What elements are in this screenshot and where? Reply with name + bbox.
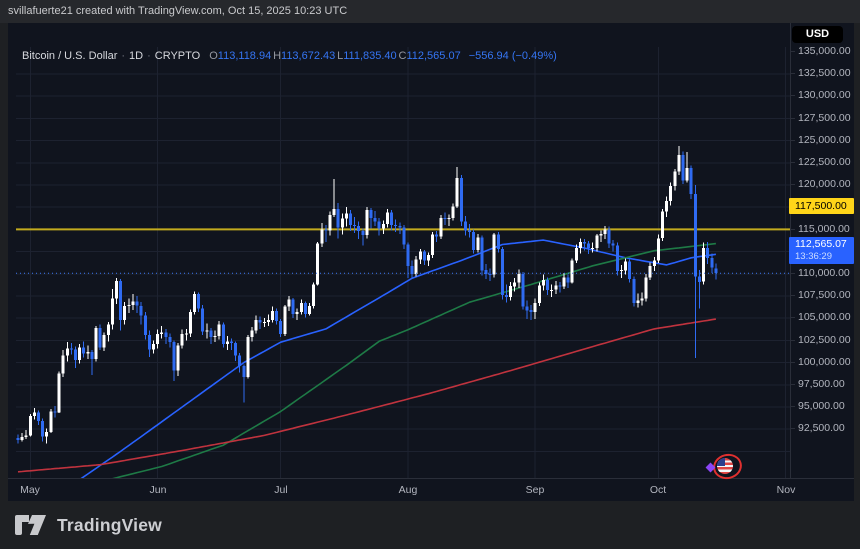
price-tick-mark bbox=[791, 95, 795, 96]
exchange-label: CRYPTO bbox=[154, 50, 201, 62]
last-price-label: 112,565.07 13:36:29 bbox=[789, 237, 854, 264]
price-tick-label: 110,000.00 bbox=[798, 267, 850, 279]
price-tick-label: 127,500.00 bbox=[798, 112, 851, 124]
price-tick-label: 107,500.00 bbox=[798, 289, 851, 301]
price-tick-label: 135,000.00 bbox=[798, 45, 851, 57]
high-value: 113,672.43 bbox=[281, 50, 336, 62]
price-tick-mark bbox=[791, 384, 795, 385]
time-tick-label-may: May bbox=[20, 484, 40, 496]
price-tick-label: 130,000.00 bbox=[798, 89, 851, 101]
flag-canton bbox=[717, 458, 725, 466]
price-tick-mark bbox=[791, 162, 795, 163]
close-value: 112,565.07 bbox=[406, 50, 461, 62]
bar-countdown: 13:36:29 bbox=[795, 251, 832, 262]
open-value: 113,118.94 bbox=[217, 50, 272, 62]
last-price-value: 112,565.07 bbox=[795, 238, 847, 250]
time-tick-label-jul: Jul bbox=[274, 484, 288, 496]
price-tick-label: 115,000.00 bbox=[798, 223, 850, 235]
change-value: −556.94 (−0.49%) bbox=[468, 50, 557, 62]
price-tick-mark bbox=[791, 295, 795, 296]
price-tick-mark bbox=[791, 362, 795, 363]
price-tick-mark bbox=[791, 317, 795, 318]
low-label: L bbox=[337, 50, 344, 62]
time-tick-label-oct: Oct bbox=[649, 484, 667, 496]
time-tick-label-aug: Aug bbox=[398, 484, 418, 496]
us-flag-circled-sticker[interactable] bbox=[705, 450, 745, 483]
candlestick-pane[interactable] bbox=[16, 47, 798, 501]
price-tick-label: 120,000.00 bbox=[798, 178, 851, 190]
price-tick-label: 125,000.00 bbox=[798, 134, 851, 146]
price-tick-label: 92,500.00 bbox=[798, 422, 845, 434]
time-tick-label-jun: Jun bbox=[149, 484, 167, 496]
legend-separator: · bbox=[147, 50, 151, 62]
open-label: O bbox=[209, 50, 218, 62]
price-tick-mark bbox=[791, 118, 795, 119]
us-flag-icon bbox=[717, 458, 733, 474]
attribution-text: svillafuerte21 created with TradingView.… bbox=[8, 5, 348, 17]
price-tick-mark bbox=[791, 51, 795, 52]
chart-legend: Bitcoin / U.S. Dollar · 1D · CRYPTO O113,118.… bbox=[22, 50, 557, 62]
price-tick-label: 132,500.00 bbox=[798, 67, 851, 79]
price-tick-label: 97,500.00 bbox=[798, 378, 845, 390]
price-tick-mark bbox=[791, 273, 795, 274]
price-tick-mark bbox=[791, 229, 795, 230]
price-tick-label: 100,000.00 bbox=[798, 356, 851, 368]
interval-label[interactable]: 1D bbox=[129, 50, 144, 62]
price-tick-label: 105,000.00 bbox=[798, 311, 851, 323]
price-tick-label: 102,500.00 bbox=[798, 334, 851, 346]
currency-toggle-button[interactable]: USD bbox=[792, 26, 843, 43]
high-label: H bbox=[273, 50, 282, 62]
footer-brand[interactable]: TradingView bbox=[14, 510, 162, 540]
time-scale[interactable]: May Jun Jul Aug Sep Oct Nov bbox=[8, 478, 854, 501]
attribution-bar: svillafuerte21 created with TradingView.… bbox=[0, 0, 860, 23]
legend-separator: · bbox=[121, 50, 126, 62]
price-tick-mark bbox=[791, 73, 795, 74]
price-tick-mark bbox=[791, 406, 795, 407]
time-tick-label-nov: Nov bbox=[776, 484, 796, 496]
symbol-name[interactable]: Bitcoin / U.S. Dollar bbox=[22, 50, 118, 62]
price-tick-mark bbox=[791, 184, 795, 185]
low-value: 111,835.40 bbox=[343, 50, 397, 62]
price-tick-label: 95,000.00 bbox=[798, 400, 845, 412]
tradingview-logo-icon bbox=[15, 515, 46, 535]
price-tick-mark bbox=[791, 340, 795, 341]
horizontal-line-price-label: 117,500.00 bbox=[789, 198, 854, 214]
time-tick-label-sep: Sep bbox=[525, 484, 545, 496]
chart-widget[interactable]: Bitcoin / U.S. Dollar · 1D · CRYPTO O113,118.… bbox=[8, 23, 854, 501]
brand-name: TradingView bbox=[57, 514, 162, 535]
price-tick-mark bbox=[791, 428, 795, 429]
close-label: C bbox=[398, 50, 407, 62]
price-tick-mark bbox=[791, 140, 795, 141]
price-tick-label: 122,500.00 bbox=[798, 156, 851, 168]
